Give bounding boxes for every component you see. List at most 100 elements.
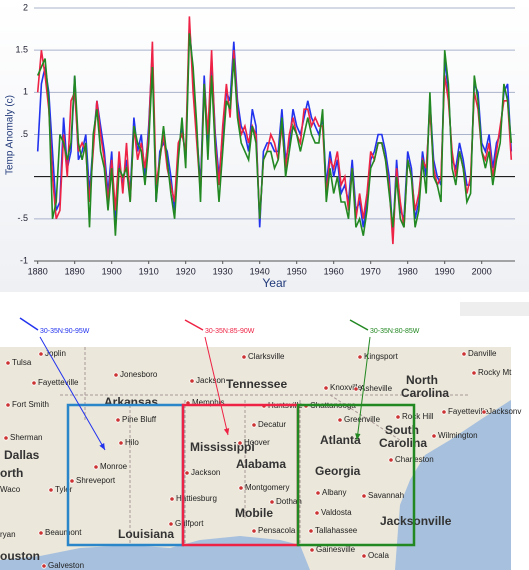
leader-line [19,317,39,331]
x-tick-label: 1950 [287,266,307,276]
city-dot [189,378,195,384]
city-label: Danville [468,349,497,358]
x-tick-label: 1990 [435,266,455,276]
state-label: Atlanta [320,433,361,447]
city-dot [93,464,99,470]
state-label: Dallas [4,448,40,462]
x-tick-label: 1970 [361,266,381,276]
city-dot [314,510,320,516]
city-dot [308,528,314,534]
state-label: Alabama [236,457,286,471]
city-label: Hilo [125,438,139,447]
x-axis-label: Year [262,276,286,290]
city-dot [388,457,394,463]
city-label: Clarksville [248,352,285,361]
chart: -1 -.5 .5 1 1.5 2 1880 1890 1900 1910 1920 1930 1940… [5,2,515,290]
city-dot [481,409,487,415]
city-dot [251,422,257,428]
city-label: Dothan [276,497,302,506]
city-dot [5,402,11,408]
city-dot [168,521,174,527]
city-dot [441,409,447,415]
city-label: Tyler [55,485,73,494]
state-label: orth [0,466,23,480]
city-dot [48,487,54,493]
city-dot [184,470,190,476]
city-dot [309,547,315,553]
city-label: Knoxville [330,383,363,392]
city-label: Sherman [10,433,42,442]
city-label: Fayetteville [448,407,489,416]
toolbar [460,302,529,316]
city-dot [251,528,257,534]
city-dot [337,417,343,423]
atlantic [395,400,511,570]
city-dot [115,417,121,423]
region-label: 30-35N:90-95W [40,328,90,335]
state-label: Carolina [401,386,449,400]
city-label: Asheville [360,384,393,393]
x-tick-label: 1960 [324,266,344,276]
state-label: Mobile [235,506,273,520]
city-label: Fort Smith [12,400,49,409]
x-tick-label: 2000 [472,266,492,276]
city-dot [357,354,363,360]
city-dot [361,553,367,559]
city-label: Kingsport [364,352,399,361]
city-label: Memphis [192,398,224,407]
city-label: Pine Bluff [122,415,157,424]
regions: 30-35N:90-95W 30-35N:85-90W 30-35N:80-85W [19,317,420,547]
city-label: Ocala [368,551,389,560]
arrow [356,336,371,441]
city-dot [238,485,244,491]
state-label: Louisiana [118,527,174,541]
y-tick-label: -1 [20,255,28,265]
city-label: Beaumont [45,528,82,537]
city-dot [431,433,437,439]
y-tick-label: .5 [20,129,28,139]
city-dot [118,440,124,446]
state-label: Jacksonville [380,514,452,528]
city-label: Hoover [244,438,270,447]
x-tick-label: 1930 [213,266,233,276]
city-dot [461,351,467,357]
leader-line [349,319,369,331]
series-line [36,33,513,236]
city-dot [361,493,367,499]
city-label: Rock Hill [402,412,434,421]
city-dot [471,370,477,376]
city-label: ryan [0,530,16,539]
city-dot [38,530,44,536]
city-label: Hattiesburg [176,494,217,503]
city-label: Tallahassee [315,526,358,535]
city-label: Savannah [368,491,404,500]
city-label: Fayetteville [38,378,79,387]
city-dot [237,440,243,446]
city-dot [41,563,47,569]
region-box [296,403,416,547]
city-label: Jonesboro [120,370,158,379]
arrow-head [99,443,105,450]
city-label: Waco [0,485,21,494]
city-dot [5,360,11,366]
city-label: Jacksonv [488,407,521,416]
state-label: Carolina [379,436,427,450]
map-labels: Tulsa Joplin Fayetteville Jonesboro Clarksvi… [0,349,521,570]
state-label: North [406,373,438,387]
x-tick-label: 1890 [65,266,85,276]
city-dot [31,380,37,386]
x-tick-label: 1920 [176,266,196,276]
y-tick-label: -.5 [17,213,28,223]
city-label: Greenville [344,415,381,424]
x-tick-label: 1980 [398,266,418,276]
leader-line [184,319,204,331]
city-label: Galveston [48,561,84,570]
arrow [204,336,229,436]
y-tick-label: 1.5 [15,45,28,55]
state-label: Georgia [315,464,361,478]
city-dot [113,372,119,378]
city-label: Wilmington [438,431,478,440]
city-dot [169,496,175,502]
city-label: Tulsa [12,358,32,367]
